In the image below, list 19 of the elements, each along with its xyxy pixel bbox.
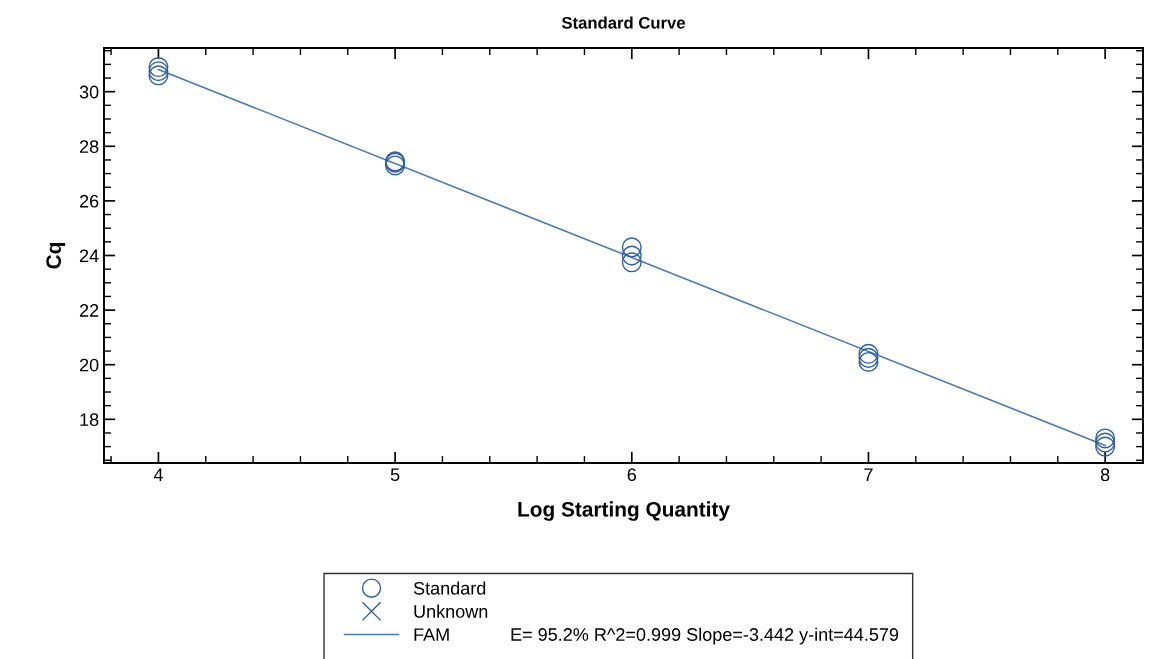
x-tick-label: 4 <box>153 468 163 481</box>
y-tick-label: 30 <box>79 85 99 99</box>
y-axis-title: Cq <box>46 243 66 269</box>
x-tick-label: 6 <box>627 468 637 482</box>
text: E= 95.2% R^2=0.999 Slope=-3.442 y-int=44.579 <box>511 627 899 645</box>
legend-label: FAM <box>414 628 449 641</box>
chart-title: Standard Curve <box>561 16 685 29</box>
legend-label: Standard <box>413 581 486 595</box>
legend-label: Unknown <box>414 604 488 618</box>
y-tick-label: 22 <box>79 304 99 317</box>
x-tick-label: 8 <box>1100 468 1110 482</box>
x-tick-label: 5 <box>390 468 400 482</box>
y-tick-label: 18 <box>80 413 99 427</box>
x-axis-title: Log Starting Quantity <box>518 501 730 521</box>
x-tick-label: 7 <box>864 468 873 481</box>
y-tick-label: 28 <box>79 140 99 154</box>
y-tick-label: 24 <box>79 249 99 263</box>
y-tick-label: 26 <box>79 194 99 208</box>
y-tick-label: 20 <box>79 358 99 372</box>
